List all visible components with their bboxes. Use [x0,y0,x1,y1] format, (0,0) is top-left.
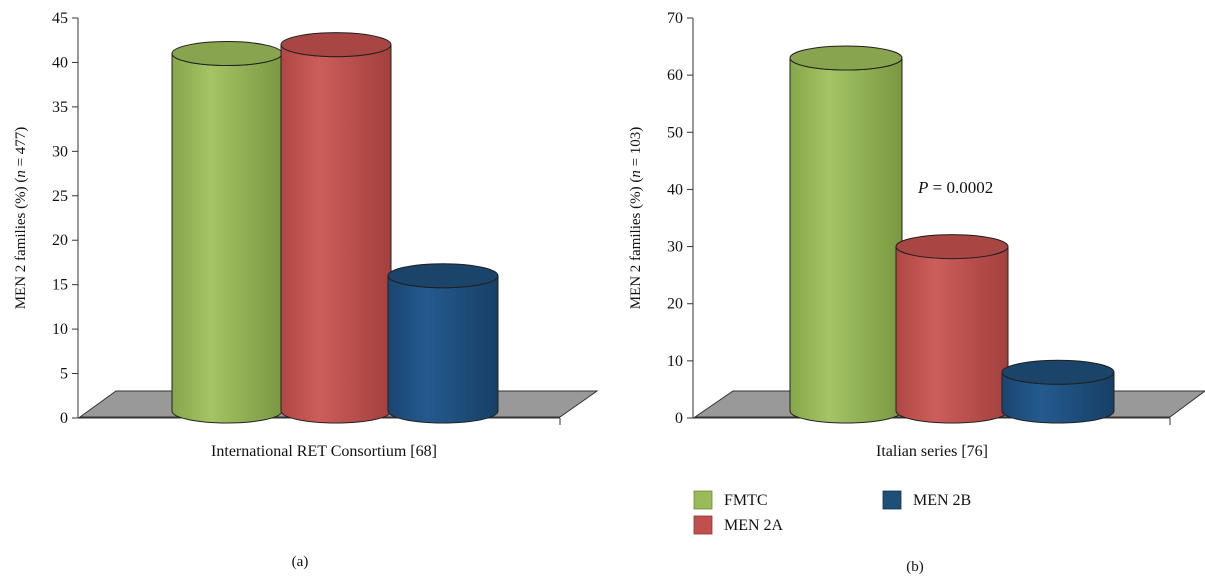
legend: FMTC MEN 2A MEN 2B [693,490,971,535]
legend-swatch-fmtc [693,490,713,510]
bar-top-shade [1002,360,1114,385]
y-tick-label: 0 [675,410,683,427]
bar-men-2b [1001,359,1115,424]
chart-panel-a: 0 5 10 15 20 25 30 35 40 45 MEN 2 families (%) (n… [13,10,599,570]
y-tick-label: 60 [667,67,683,84]
bar-body [387,275,499,424]
y-tick-label: 5 [60,366,68,383]
bar-fmtc [789,45,903,424]
legend-label-men2a: MEN 2A [724,517,784,534]
bar-fmtc [171,41,283,424]
y-axis-ticks: 0 5 10 15 20 25 30 35 40 45 [52,10,78,427]
legend-label-fmtc: FMTC [724,492,768,509]
x-axis-label: Italian series [76] [876,443,988,460]
y-tick-label: 10 [667,353,683,370]
y-tick-label: 20 [667,296,683,313]
legend-swatch-men2b [882,490,902,510]
bar-body [895,246,1009,424]
y-axis-ticks: 0 10 20 30 40 50 60 70 [667,10,693,427]
bar-top-shade [281,32,391,57]
bar-body [789,57,903,424]
panel-label-b: (b) [906,559,924,575]
y-axis-label: MEN 2 families (%) (n = 477) [13,127,29,310]
y-tick-label: 30 [52,143,68,160]
y-tick-label: 25 [52,188,68,205]
x-axis-label: International RET Consortium [68] [211,443,437,460]
bar-top-shade [172,41,282,66]
bar-top-shade [896,234,1008,259]
bar-top [280,32,392,58]
bars [789,45,1115,424]
bar-men-2a [895,234,1009,424]
y-axis-label: MEN 2 families (%) (n = 103) [628,127,644,310]
y-tick-label: 70 [667,10,683,27]
y-tick-label: 45 [52,10,68,27]
y-tick-label: 0 [60,410,68,427]
bar-men-2b [387,263,499,424]
y-tick-label: 15 [52,277,68,294]
p-value-annotation: P = 0.0002 [917,178,993,197]
bar-top [895,234,1009,260]
bar-men-2a [280,32,392,424]
bar-body [280,44,392,424]
y-tick-label: 40 [667,181,683,198]
bar-top [387,263,499,289]
y-tick-label: 50 [667,124,683,141]
bars [171,32,499,424]
y-tick-label: 20 [52,232,68,249]
y-tick-label: 10 [52,321,68,338]
y-tick-label: 35 [52,99,68,116]
bar-top [1001,359,1115,385]
bar-top-shade [388,263,498,288]
chart-panel-b: 0 10 20 30 40 50 60 70 MEN 2 families (%) (n = … [628,10,1205,575]
legend-label-men2b: MEN 2B [913,492,971,509]
y-tick-label: 40 [52,54,68,71]
y-tick-label: 30 [667,239,683,256]
bar-body [171,53,283,424]
legend-swatch-men2a [693,515,713,535]
panel-label-a: (a) [292,554,309,570]
bar-top-shade [790,46,902,70]
bar-top [789,45,903,71]
